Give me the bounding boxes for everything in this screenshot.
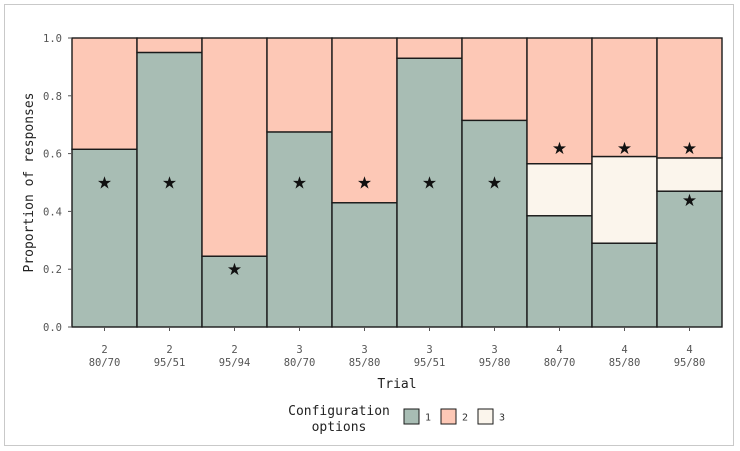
star-marker: ★ <box>552 139 567 159</box>
x-tick-label-trial: 4 <box>686 344 692 356</box>
x-tick-label-trial: 2 <box>231 344 237 356</box>
x-tick-label-config: 80/70 <box>544 357 576 369</box>
legend-label-3: 3 <box>499 413 505 424</box>
bar-segment-4-option-2 <box>266 37 333 133</box>
x-tick-label-trial: 4 <box>621 344 627 356</box>
x-tick-label-config: 85/80 <box>349 357 381 369</box>
star-marker: ★ <box>292 174 307 194</box>
star-marker: ★ <box>422 174 437 194</box>
legend-title-line-2: options <box>312 420 367 435</box>
star-marker: ★ <box>617 139 632 159</box>
bar-segment-9-option-3 <box>591 155 658 244</box>
bar-segment-7-option-1 <box>461 119 528 328</box>
bars <box>71 37 723 328</box>
axes: 0.00.20.40.60.81.0280/70295/51295/94380/… <box>22 33 705 392</box>
y-tick-label: 0.2 <box>43 264 62 276</box>
bar-segment-10-option-3 <box>656 157 723 192</box>
star-marker: ★ <box>97 174 112 194</box>
bar-segment-5-option-2 <box>331 37 398 204</box>
x-tick-label-config: 80/70 <box>89 357 121 369</box>
x-tick-label-trial: 2 <box>101 344 107 356</box>
legend-title-line-1: Configuration <box>288 404 390 419</box>
annotation-stars: ★ ★ ★ ★ ★ ★ ★ ★ ★ ★ ★ <box>97 139 697 280</box>
star-marker: ★ <box>487 174 502 194</box>
legend-swatch-1 <box>403 408 420 425</box>
bar-segment-5-option-1 <box>331 202 398 328</box>
bar-segment-1-option-2 <box>71 37 138 150</box>
y-tick-label: 0.0 <box>43 322 62 334</box>
bar-segment-7-option-2 <box>461 37 528 122</box>
x-tick-label-config: 95/80 <box>674 357 706 369</box>
star-marker: ★ <box>357 174 372 194</box>
y-tick-label: 0.4 <box>43 206 62 218</box>
star-marker: ★ <box>682 139 697 159</box>
x-tick-label-config: 85/80 <box>609 357 641 369</box>
bar-segment-3-option-2 <box>201 37 268 257</box>
x-tick-label-trial: 4 <box>556 344 562 356</box>
y-tick-label: 0.8 <box>43 91 62 103</box>
bar-segment-2-option-2 <box>136 37 203 54</box>
legend-label-1: 1 <box>425 413 431 424</box>
x-tick-label-config: 95/94 <box>219 357 251 369</box>
legend-swatch-3 <box>477 408 494 425</box>
x-tick-label-config: 95/80 <box>479 357 511 369</box>
x-tick-label-trial: 3 <box>361 344 367 356</box>
x-axis-title: Trial <box>377 377 416 392</box>
x-tick-label-trial: 3 <box>296 344 302 356</box>
bar-segment-6-option-2 <box>396 37 463 59</box>
legend-label-2: 2 <box>462 413 468 424</box>
x-tick-label-trial: 2 <box>166 344 172 356</box>
x-tick-label-config: 95/51 <box>414 357 446 369</box>
x-tick-label-trial: 3 <box>491 344 497 356</box>
bar-segment-10-option-2 <box>656 37 723 159</box>
bar-segment-8-option-1 <box>526 215 593 328</box>
star-marker: ★ <box>682 191 697 211</box>
x-tick-label-trial: 3 <box>426 344 432 356</box>
x-tick-label-config: 80/70 <box>284 357 316 369</box>
y-axis-title: Proportion of responses <box>22 92 37 272</box>
star-marker: ★ <box>227 260 242 280</box>
x-tick-label-config: 95/51 <box>154 357 186 369</box>
y-tick-label: 0.6 <box>43 149 62 161</box>
y-tick-label: 1.0 <box>43 33 62 45</box>
bar-segment-4-option-1 <box>266 131 333 328</box>
bar-segment-9-option-2 <box>591 37 658 158</box>
star-marker: ★ <box>162 174 177 194</box>
legend-swatch-2 <box>440 408 457 425</box>
bar-segment-8-option-3 <box>526 163 593 217</box>
bar-segment-9-option-1 <box>591 242 658 328</box>
bar-segment-10-option-1 <box>656 190 723 328</box>
